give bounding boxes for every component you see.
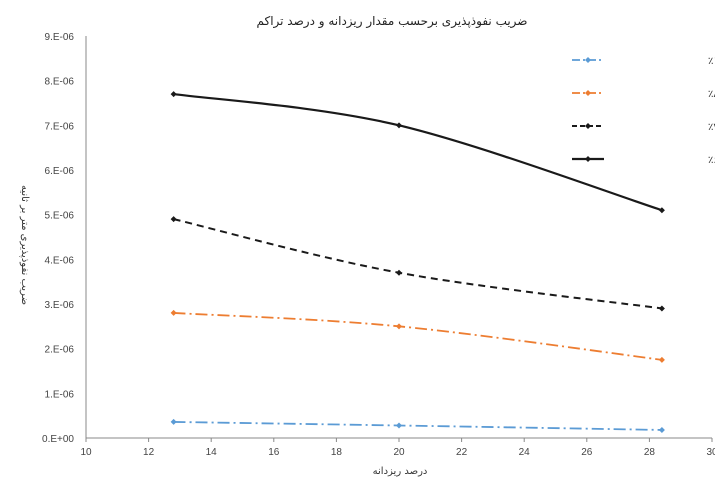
x-tick-label: 28	[644, 447, 656, 458]
y-tick-label: 1.E-06	[45, 389, 75, 400]
legend-marker	[585, 156, 591, 162]
series-1	[170, 309, 665, 363]
y-tick-label: 8.E-06	[45, 77, 75, 88]
y-tick-label: 7.E-06	[45, 121, 75, 132]
chart-title: ضریب نفوذپذیری برحسب مقدار ریزدانه و درص…	[257, 14, 528, 29]
data-point	[658, 305, 665, 312]
legend-entry: درصد تراکم = ۸۵٪	[572, 89, 715, 100]
y-tick-label: 9.E-06	[45, 32, 75, 43]
series-line	[173, 312, 663, 361]
legend-entry: درصد تراکم = ۷۰٪	[572, 122, 715, 133]
data-point	[658, 356, 665, 363]
data-point	[170, 216, 177, 223]
data-point	[658, 207, 665, 214]
legend-label: درصد تراکم = ۸۵٪	[708, 89, 715, 100]
data-point	[396, 269, 402, 276]
x-tick-label: 18	[331, 447, 343, 458]
legend-marker	[585, 57, 591, 63]
data-point	[396, 122, 402, 129]
data-point	[170, 91, 177, 98]
x-tick-label: 10	[80, 447, 92, 458]
x-axis-label: درصد ریزدانه	[373, 466, 428, 477]
series-2	[170, 216, 665, 312]
legend-entry: درصد تراکم = ۶۰٪	[572, 155, 715, 166]
data-point	[396, 422, 402, 429]
data-point	[170, 418, 177, 425]
y-tick-label: 5.E-06	[45, 211, 75, 222]
x-tick-label: 20	[393, 447, 405, 458]
legend-marker	[585, 123, 591, 129]
x-tick-label: 12	[143, 447, 155, 458]
x-tick-label: 26	[581, 447, 593, 458]
series-0	[170, 418, 665, 433]
data-point	[170, 309, 177, 316]
series-layer	[170, 91, 665, 433]
legend-marker	[585, 90, 591, 96]
x-tick-label: 30	[706, 447, 715, 458]
y-tick-label: 0.E+00	[42, 434, 74, 445]
data-point	[658, 426, 665, 433]
series-line	[173, 92, 663, 212]
legend-label: درصد تراکم = ۱۰۰٪	[708, 56, 715, 67]
data-point	[396, 323, 402, 330]
y-axis-label: ضریب نفوذپذیری متر بر ثانیه	[19, 185, 30, 305]
x-tick-label: 14	[206, 447, 218, 458]
legend-label: درصد تراکم = ۶۰٪	[708, 155, 715, 166]
series-line	[173, 218, 663, 310]
axes	[85, 36, 712, 439]
y-tick-label: 6.E-06	[45, 166, 75, 177]
series-3	[170, 91, 665, 214]
x-tick-label: 16	[268, 447, 280, 458]
legend-label: درصد تراکم = ۷۰٪	[708, 122, 715, 133]
x-tick-label: 24	[519, 447, 531, 458]
series-line	[173, 421, 662, 431]
legend: درصد تراکم = ۱۰۰٪ درصد تراکم = ۸۵٪ درصد تر…	[572, 56, 715, 166]
y-tick-label: 4.E-06	[45, 255, 75, 266]
legend-entry: درصد تراکم = ۱۰۰٪	[572, 56, 715, 67]
y-tick-label: 2.E-06	[45, 345, 75, 356]
tick-labels: 10 12 14 16 18 20 22 24 26 28 30 0.E+00 1.E-06 2.E-06…	[42, 32, 715, 458]
x-tick-label: 22	[456, 447, 468, 458]
y-tick-label: 3.E-06	[45, 300, 75, 311]
